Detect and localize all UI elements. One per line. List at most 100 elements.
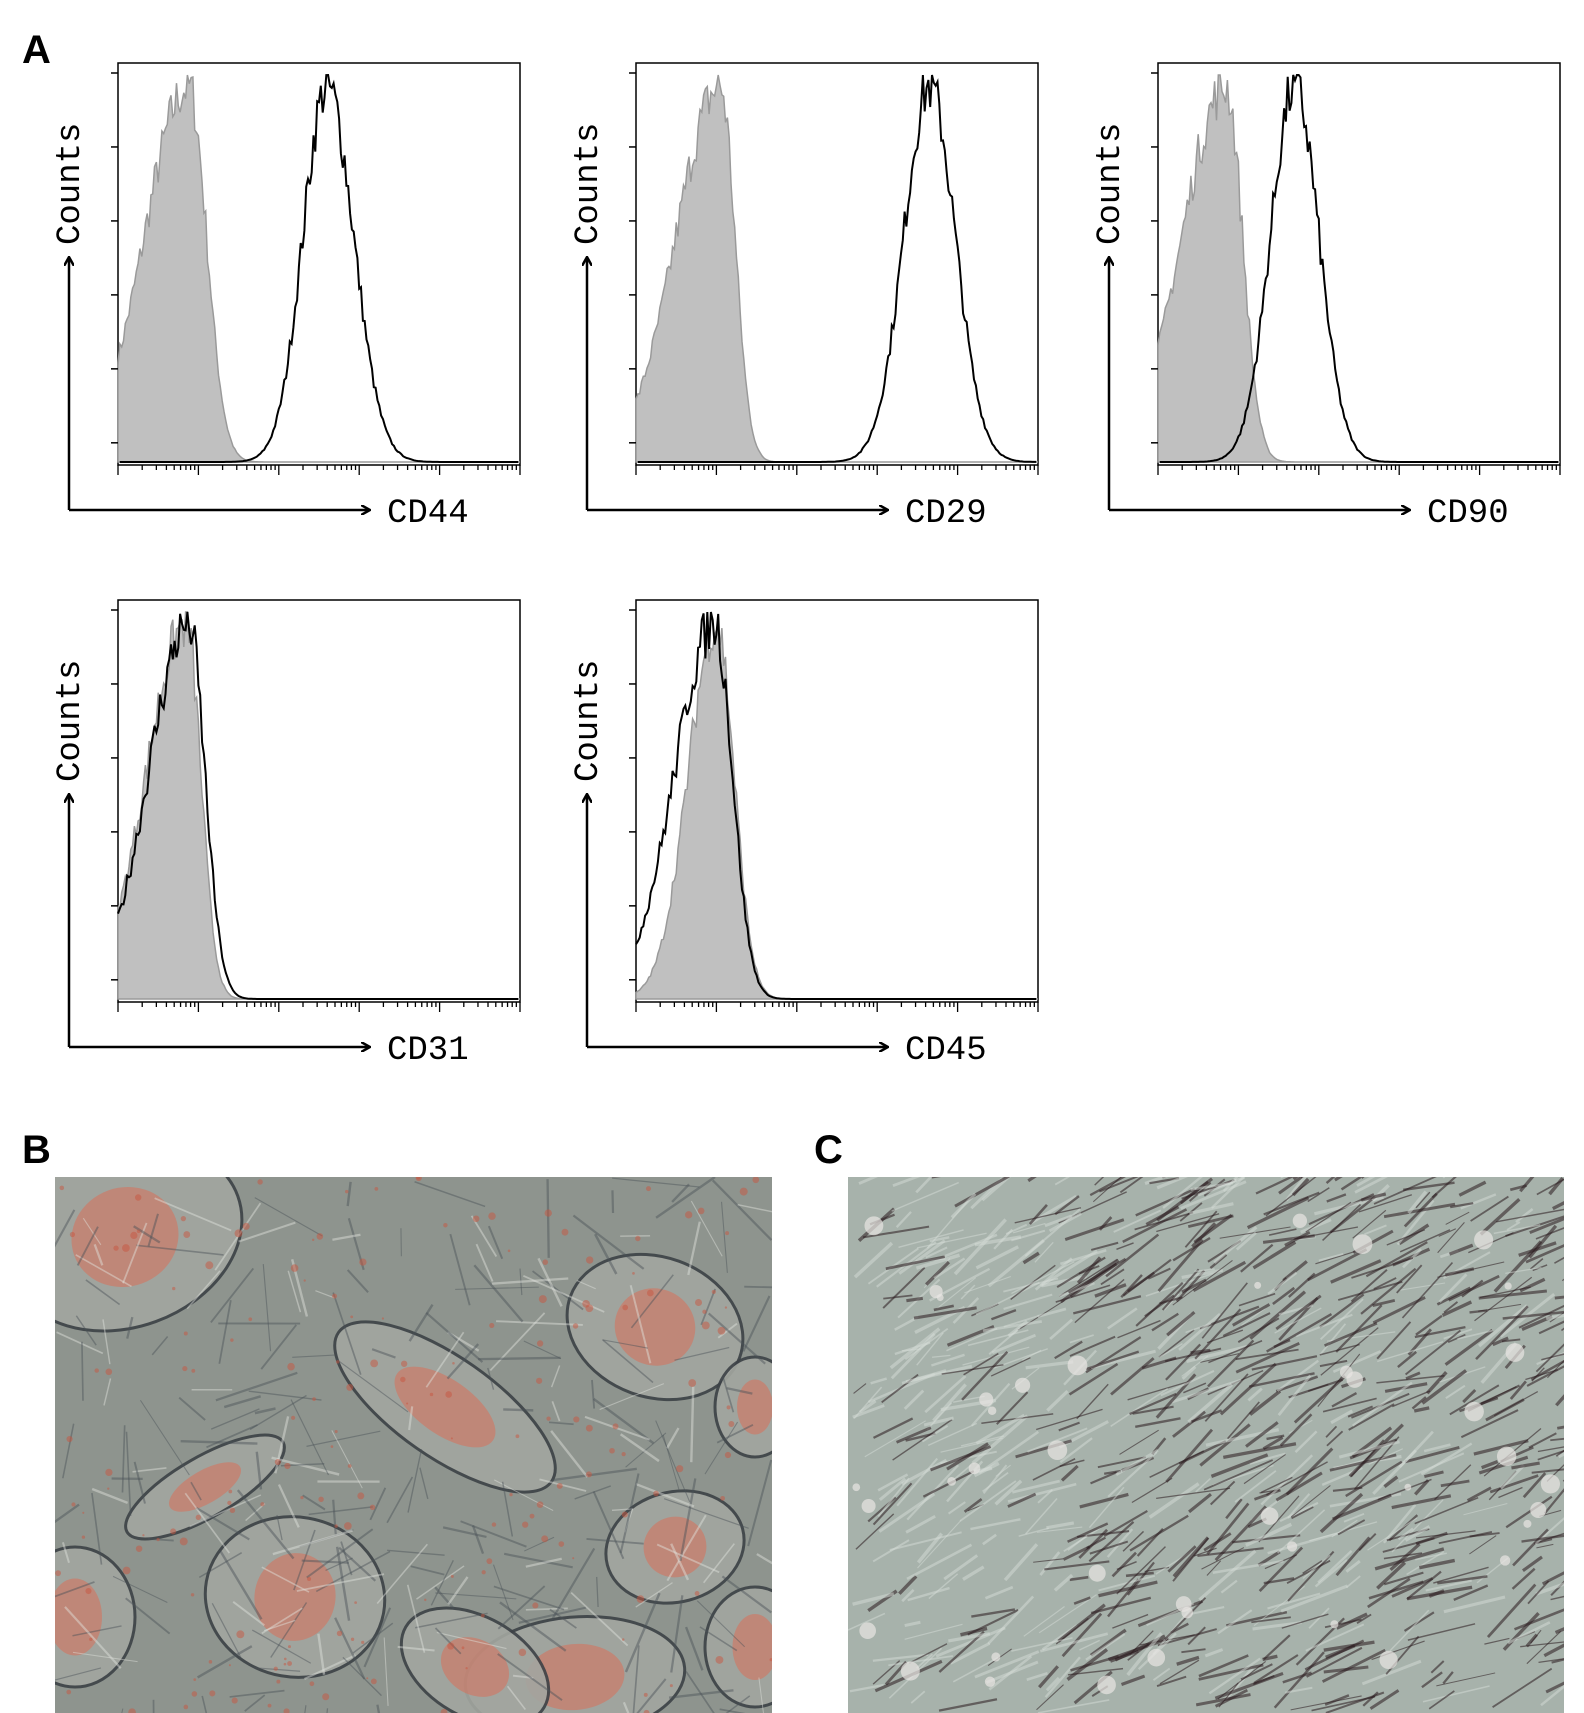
stained-fiber <box>1506 1221 1521 1231</box>
cell-fiber <box>742 1295 771 1352</box>
cell-fiber <box>599 1383 665 1410</box>
stained-fiber <box>1295 1313 1353 1338</box>
stained-fiber <box>916 1653 934 1669</box>
stained-fiber <box>903 1389 925 1410</box>
cell-fiber <box>332 1233 361 1241</box>
lipid-droplet <box>307 1577 312 1582</box>
stained-fiber <box>1187 1626 1206 1646</box>
stained-fiber <box>1383 1571 1424 1586</box>
lipid-droplet <box>209 1690 216 1697</box>
stained-fiber <box>1036 1684 1064 1711</box>
cell-fiber <box>180 1439 258 1445</box>
stained-lipid-region <box>168 1462 242 1512</box>
stained-fiber <box>1373 1277 1397 1290</box>
stained-fiber <box>1011 1229 1046 1242</box>
stained-histogram <box>117 611 519 1000</box>
cell-fiber <box>301 1559 349 1564</box>
stained-fiber <box>907 1586 950 1602</box>
cell-fiber <box>102 1319 111 1365</box>
stained-fiber <box>987 1595 1035 1645</box>
cell-fiber <box>470 1215 498 1257</box>
lipid-droplet <box>481 1613 485 1618</box>
lipid-droplet <box>283 1708 290 1713</box>
stained-fiber <box>1389 1609 1430 1652</box>
stained-fiber <box>1033 1558 1064 1563</box>
cell-fiber <box>61 1542 70 1564</box>
stained-fiber <box>1032 1458 1076 1481</box>
stained-fiber <box>1041 1274 1087 1288</box>
stained-fiber <box>963 1352 999 1376</box>
stained-fiber <box>901 1369 947 1385</box>
stained-fiber <box>1258 1495 1300 1543</box>
stained-fiber <box>1003 1293 1053 1311</box>
stained-fiber <box>1317 1549 1353 1584</box>
lipid-droplet <box>170 1528 177 1535</box>
stained-fiber <box>1275 1471 1323 1502</box>
stained-fiber <box>853 1386 883 1420</box>
cell-fiber <box>670 1595 684 1673</box>
stained-fiber <box>1537 1446 1564 1453</box>
stained-fiber <box>1188 1492 1212 1514</box>
mineral-nodule <box>1464 1401 1484 1422</box>
lipid-droplet <box>609 1447 615 1454</box>
cell-fiber <box>685 1671 715 1713</box>
cell-fiber <box>716 1424 754 1444</box>
cell-fiber <box>586 1537 644 1545</box>
stained-fiber <box>1110 1357 1155 1396</box>
lipid-droplet <box>354 1601 357 1604</box>
stained-fiber <box>1057 1603 1106 1643</box>
mineral-nodule <box>1047 1440 1068 1461</box>
stained-fiber <box>1521 1534 1564 1543</box>
lipid-droplet <box>621 1511 628 1518</box>
mineral-nodule <box>991 1652 1001 1662</box>
cell-fiber <box>512 1674 534 1679</box>
stained-fiber <box>1364 1224 1387 1236</box>
stained-fiber <box>1367 1577 1411 1609</box>
cell-fiber <box>122 1222 148 1284</box>
stained-fiber <box>1163 1597 1207 1641</box>
lipid-droplet <box>752 1177 760 1184</box>
lipid-droplet <box>82 1511 85 1514</box>
stained-fiber <box>1478 1289 1548 1300</box>
stained-fiber <box>984 1585 1014 1600</box>
lipid-droplet <box>107 1487 110 1490</box>
lipid-droplet <box>318 1496 324 1503</box>
cell-fiber <box>272 1529 353 1556</box>
stained-fiber <box>1287 1550 1335 1602</box>
stained-fiber <box>964 1276 1011 1294</box>
stained-fiber <box>1436 1286 1471 1306</box>
stained-fiber <box>1156 1177 1214 1222</box>
cell-fiber <box>206 1424 258 1449</box>
cell-fiber <box>446 1343 480 1380</box>
stained-fiber <box>1209 1480 1236 1506</box>
cell-fiber <box>518 1606 587 1624</box>
cell-fiber <box>611 1508 633 1511</box>
stained-fiber <box>1413 1479 1430 1496</box>
lipid-droplet <box>260 1502 265 1507</box>
stained-fiber <box>1038 1665 1060 1689</box>
stained-fiber <box>1074 1278 1125 1324</box>
cell-fiber <box>201 1695 208 1713</box>
cell-fiber <box>506 1685 526 1710</box>
lipid-droplet <box>701 1321 710 1330</box>
x-axis-label: CD29 <box>905 495 987 533</box>
cell-fiber <box>711 1179 772 1241</box>
stained-fiber <box>1280 1584 1349 1613</box>
stained-fiber <box>1156 1487 1231 1499</box>
lipid-droplet <box>347 1464 352 1468</box>
lipid-droplet <box>205 1261 214 1270</box>
cell-fiber <box>210 1267 255 1323</box>
lipid-droplet <box>334 1429 338 1434</box>
lipid-droplet <box>195 1514 201 1521</box>
cell-fiber <box>442 1526 487 1539</box>
cell-fiber <box>261 1566 310 1593</box>
y-axis-label: Counts <box>1092 123 1130 245</box>
cell-fiber <box>497 1653 563 1701</box>
stained-fiber <box>1403 1181 1455 1192</box>
panel-label-a: A <box>22 28 51 72</box>
stained-fiber <box>1392 1390 1431 1408</box>
stained-fiber <box>1029 1194 1077 1225</box>
stained-fiber <box>882 1266 926 1309</box>
cell-fiber <box>721 1575 772 1614</box>
mineral-nodule <box>987 1406 997 1415</box>
